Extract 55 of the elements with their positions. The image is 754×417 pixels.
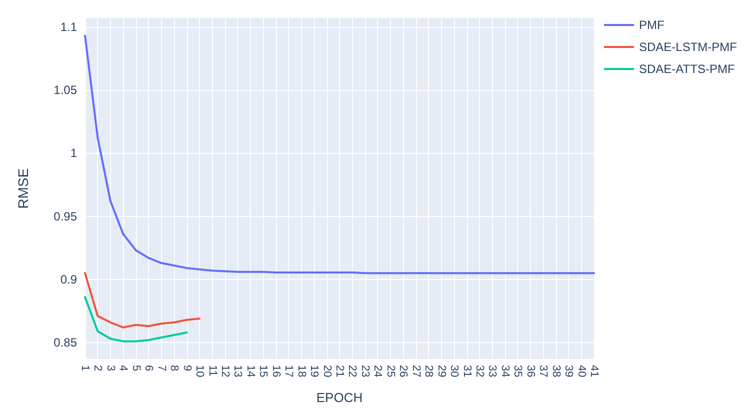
x-tick-label: 21 bbox=[334, 365, 346, 378]
x-tick-label: 15 bbox=[257, 365, 270, 378]
x-tick-label: 33 bbox=[486, 365, 498, 378]
x-tick-label: 38 bbox=[550, 365, 562, 378]
x-tick-label: 30 bbox=[448, 365, 460, 378]
y-tick-label: 0.95 bbox=[54, 209, 78, 224]
x-tick-label: 24 bbox=[372, 365, 384, 378]
x-tick-label: 40 bbox=[575, 365, 588, 378]
x-tick-label: 2 bbox=[92, 365, 104, 372]
x-tick-label: 19 bbox=[308, 365, 320, 378]
x-tick-label: 28 bbox=[422, 365, 435, 378]
x-tick-label: 14 bbox=[244, 365, 256, 378]
x-tick-label: 29 bbox=[435, 365, 448, 378]
x-tick-label: 4 bbox=[117, 365, 130, 372]
x-tick-label: 12 bbox=[218, 365, 231, 378]
x-tick-label: 34 bbox=[498, 365, 511, 378]
y-axis-title: RMSE bbox=[15, 168, 31, 209]
line-series bbox=[84, 296, 188, 342]
y-tick-label: 1 bbox=[70, 146, 78, 160]
line-series bbox=[84, 272, 201, 328]
y-tick-label: 0.85 bbox=[54, 336, 78, 350]
x-tick-label: 13 bbox=[232, 365, 244, 378]
x-tick-label: 27 bbox=[410, 365, 422, 378]
x-tick-label: 41 bbox=[588, 365, 600, 378]
x-axis-title: EPOCH bbox=[316, 390, 363, 405]
x-tick-label: 6 bbox=[142, 365, 155, 372]
x-tick-label: 22 bbox=[346, 365, 358, 378]
x-tick-label: 35 bbox=[512, 365, 524, 378]
x-tick-label: 25 bbox=[384, 365, 396, 378]
x-tick-label: 26 bbox=[397, 365, 410, 378]
x-tick-label: 37 bbox=[537, 365, 550, 378]
x-tick-label: 7 bbox=[155, 365, 168, 372]
x-tick-label: 20 bbox=[320, 365, 333, 378]
x-tick-label: 9 bbox=[180, 365, 193, 372]
x-tick-label: 39 bbox=[562, 365, 575, 378]
x-tick-label: 5 bbox=[130, 365, 142, 372]
x-tick-label: 23 bbox=[358, 365, 371, 378]
x-tick-label: 11 bbox=[206, 365, 218, 376]
legend-label: PMF bbox=[638, 18, 664, 32]
x-tick-label: 8 bbox=[168, 365, 180, 372]
y-tick-label: 1.05 bbox=[54, 82, 78, 97]
x-tick-label: 32 bbox=[473, 365, 486, 378]
x-tick-label: 16 bbox=[270, 365, 282, 378]
legend-label: SDAE-LSTM-PMF bbox=[638, 40, 738, 54]
x-tick-label: 36 bbox=[524, 365, 536, 378]
x-tick-label: 17 bbox=[282, 365, 295, 378]
legend-label: SDAE-ATTS-PMF bbox=[638, 62, 735, 76]
y-tick-label: 1.1 bbox=[60, 20, 78, 34]
x-tick-label: 31 bbox=[460, 365, 473, 378]
y-tick-label: 0.9 bbox=[60, 272, 78, 286]
x-tick-label: 3 bbox=[104, 365, 116, 372]
x-tick-label: 18 bbox=[295, 365, 308, 378]
x-tick-label: 10 bbox=[194, 365, 206, 378]
line-series bbox=[84, 34, 595, 274]
x-tick-label: 1 bbox=[79, 365, 91, 372]
